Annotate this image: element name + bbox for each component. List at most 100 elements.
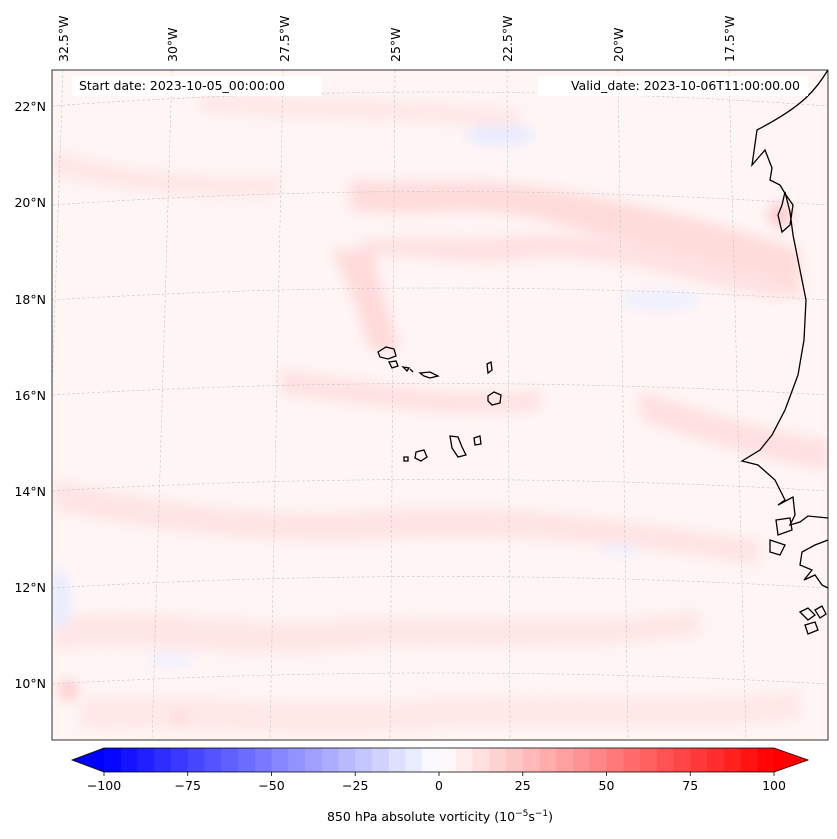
- colorbar-cell: [455, 748, 473, 772]
- colorbar-cells: [104, 748, 775, 772]
- lat-label: 10°N: [14, 676, 46, 691]
- vorticity-blue-patch-2: [620, 290, 700, 310]
- colorbar-extend-max: [774, 748, 808, 772]
- vorticity-spot-south: [174, 712, 186, 724]
- island-maio: [473, 435, 482, 446]
- africa-coastline-north: [740, 70, 828, 527]
- coastlines: [377, 70, 828, 635]
- lon-label: 17.5°W: [722, 16, 737, 62]
- gridline-lat-12: [52, 576, 828, 589]
- colorbar-tick-label: −100: [87, 778, 121, 793]
- colorbar-cell: [120, 748, 138, 772]
- colorbar-tick-label: −50: [258, 778, 284, 793]
- colorbar-cell: [740, 748, 758, 772]
- vorticity-band-west: [52, 150, 280, 197]
- colorbar-cell: [405, 748, 423, 772]
- valid-date-label: Valid_date: 2023-10-06T11:00:00.00: [571, 78, 800, 93]
- lat-label: 16°N: [14, 388, 46, 403]
- lon-label: 25°W: [388, 27, 403, 62]
- colorbar-cell: [422, 748, 440, 772]
- colorbar-cell: [171, 748, 189, 772]
- colorbar-tick-label: 50: [599, 778, 615, 793]
- gridline-lon-17-5: [728, 70, 747, 740]
- colorbar-cell: [321, 748, 339, 772]
- vorticity-band-upper: [200, 90, 520, 130]
- vorticity-blue-patch-4: [600, 544, 640, 556]
- lon-label: 30°W: [165, 27, 180, 62]
- colorbar-cell: [388, 748, 406, 772]
- colorbar-cell: [640, 748, 658, 772]
- lat-label: 22°N: [14, 99, 46, 114]
- colorbar-cell: [539, 748, 557, 772]
- vorticity-max-coast: [768, 203, 792, 227]
- island-sal: [486, 361, 493, 375]
- island-fogo: [414, 449, 428, 462]
- gridline-lon-22-5: [506, 70, 511, 740]
- vorticity-tail: [330, 250, 400, 350]
- colorbar-cell: [372, 748, 390, 772]
- colorbar-cell: [757, 748, 775, 772]
- lat-label: 18°N: [14, 292, 46, 307]
- island-sao-vicente: [388, 360, 399, 369]
- colorbar-cell: [355, 748, 373, 772]
- colorbar-ticks: −100 −75 −50 −25 0 25 50 75 100: [87, 772, 786, 793]
- gridline-lon-27-5: [269, 70, 284, 740]
- gridline-lon-32-5: [52, 70, 64, 400]
- colorbar: −100 −75 −50 −25 0 25 50 75 100 850 hPa absolute…: [70, 747, 810, 824]
- island-boa-vista: [487, 391, 502, 406]
- lon-label: 32.5°W: [56, 16, 71, 62]
- start-date-box: [72, 76, 322, 96]
- map-frame: [51, 69, 829, 741]
- island-brava: [403, 456, 409, 462]
- africa-coastline-south: [799, 539, 828, 589]
- vorticity-band-south: [52, 480, 760, 565]
- vorticity-band-central: [360, 234, 780, 300]
- island-santa-luzia: [401, 366, 414, 373]
- gridline-lon-25: [389, 70, 396, 740]
- lat-label: 14°N: [14, 484, 46, 499]
- gridline-lon-30: [151, 70, 173, 740]
- longitude-labels: 32.5°W 30°W 27.5°W 25°W 22.5°W 20°W 17.5…: [56, 16, 737, 62]
- vorticity-field: [52, 90, 828, 734]
- gridline-lat-14: [52, 479, 828, 492]
- colorbar-cell: [489, 748, 507, 772]
- vorticity-band-north: [350, 180, 800, 300]
- gridline-lon-20: [617, 70, 629, 740]
- colorbar-cell: [271, 748, 289, 772]
- island-santiago: [449, 435, 467, 458]
- colorbar-cell: [338, 748, 356, 772]
- vorticity-band-southwest: [52, 610, 700, 653]
- gridline-lat-16: [52, 383, 828, 396]
- colorbar-cell: [238, 748, 256, 772]
- colorbar-cell: [439, 748, 457, 772]
- colorbar-tick-label: −25: [342, 778, 368, 793]
- colorbar-cell: [606, 748, 624, 772]
- colorbar-cell: [104, 748, 122, 772]
- gridline-lat-18: [52, 287, 828, 301]
- colorbar-tick-label: −75: [175, 778, 201, 793]
- vorticity-blue-patch-3: [145, 654, 195, 666]
- start-date-label: Start date: 2023-10-05_00:00:00: [79, 78, 285, 93]
- island-santo-antao: [377, 346, 397, 360]
- colorbar-cell: [623, 748, 641, 772]
- colorbar-tick-label: 25: [515, 778, 531, 793]
- colorbar-cell: [472, 748, 490, 772]
- latitude-labels: 22°N 20°N 18°N 16°N 14°N 12°N 10°N: [14, 99, 46, 691]
- colorbar-cell: [305, 748, 323, 772]
- colorbar-cell: [690, 748, 708, 772]
- colorbar-cell: [221, 748, 239, 772]
- vorticity-max-west: [58, 680, 78, 700]
- colorbar-extend-min: [72, 748, 104, 772]
- colorbar-cell: [154, 748, 172, 772]
- vorticity-blue-patch-5: [52, 570, 70, 630]
- gridline-lat-20: [52, 191, 828, 206]
- colorbar-cell: [137, 748, 155, 772]
- colorbar-cell: [187, 748, 205, 772]
- colorbar-cell: [254, 748, 272, 772]
- vorticity-blue-patch-1: [465, 125, 535, 145]
- map-gridlines: [52, 70, 828, 740]
- island-sao-nicolau: [418, 371, 440, 379]
- colorbar-label: 850 hPa absolute vorticity (10−5s−1): [327, 809, 553, 824]
- vorticity-band-coast: [640, 390, 828, 470]
- colorbar-cell: [288, 748, 306, 772]
